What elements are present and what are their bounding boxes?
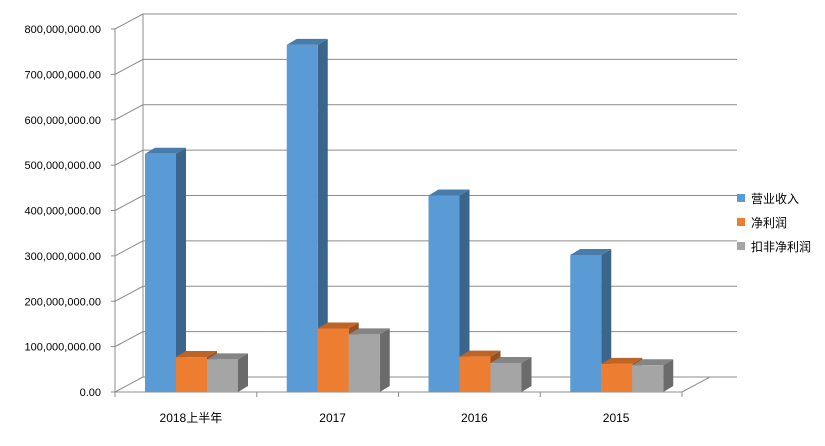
bar	[145, 147, 186, 392]
bar	[348, 328, 390, 392]
gridline-depth	[114, 376, 144, 393]
legend-swatch	[737, 218, 745, 226]
bar-top	[286, 38, 328, 45]
x-tick-label: 2018上半年	[160, 411, 223, 425]
gridline-depth	[114, 240, 144, 257]
legend-swatch	[737, 194, 745, 202]
bar-side	[459, 189, 470, 392]
bar-front	[601, 363, 633, 392]
bar-front	[176, 357, 207, 392]
legend-label: 营业收入	[751, 191, 800, 206]
gridlines	[114, 13, 737, 393]
floor-edge	[681, 376, 711, 393]
bar-side	[379, 328, 390, 392]
legend-item: 营业收入	[737, 186, 811, 210]
legend-label: 净利润	[751, 215, 788, 230]
y-tick-label: 100,000,000.00	[25, 342, 101, 354]
bar-side	[663, 359, 674, 392]
y-tick-label: 800,000,000.00	[25, 24, 101, 36]
legend-item: 扣非净利润	[737, 234, 811, 258]
bar-top	[176, 351, 217, 358]
y-tick-label: 0.00	[80, 387, 101, 399]
x-tick-labels: 2018上半年 2017 2016 2015	[114, 392, 630, 425]
legend-item: 净利润	[737, 210, 811, 234]
bar-side	[238, 353, 248, 392]
legend-swatch	[737, 242, 745, 250]
y-tick-label: 200,000,000.00	[25, 296, 101, 308]
bar-front	[207, 359, 238, 392]
bar-top	[348, 328, 390, 335]
gridline-depth	[114, 331, 144, 348]
bar-top	[601, 357, 643, 364]
y-tick-labels: 0.00 100,000,000.00 200,000,000.00 300,000,…	[25, 24, 115, 399]
bar-top	[632, 359, 674, 366]
gridline-depth	[114, 104, 144, 121]
bar-top	[145, 147, 186, 154]
chart-legend: 营业收入净利润扣非净利润	[737, 186, 811, 258]
gridline-depth	[114, 195, 144, 211]
bar-top	[428, 189, 470, 196]
bar-front	[348, 334, 380, 392]
gridline-depth	[114, 13, 144, 30]
bar-top	[459, 350, 501, 357]
gridline-depth	[114, 149, 144, 166]
y-tick-label: 300,000,000.00	[25, 251, 101, 263]
bars	[145, 38, 674, 392]
bar-top	[317, 322, 359, 329]
y-tick-label: 500,000,000.00	[25, 160, 101, 172]
bar-front	[428, 195, 460, 392]
bar	[428, 189, 470, 392]
legend-label: 扣非净利润	[751, 239, 812, 254]
y-tick-label: 700,000,000.00	[25, 69, 101, 81]
bar-side	[601, 248, 612, 392]
bar	[570, 248, 612, 392]
bar-front	[570, 254, 602, 392]
bar-side	[176, 147, 186, 392]
bar-front	[632, 365, 664, 392]
bar-front	[459, 356, 491, 392]
bar	[207, 353, 248, 392]
x-tick-label: 2017	[319, 411, 346, 425]
x-tick-label: 2015	[603, 411, 630, 425]
x-tick-label: 2016	[461, 411, 488, 425]
gridline-depth	[114, 285, 144, 302]
bar-front	[286, 44, 318, 392]
bar-front	[490, 362, 522, 392]
y-tick-label: 600,000,000.00	[25, 115, 101, 127]
y-tick-label: 400,000,000.00	[25, 206, 101, 218]
bar	[286, 38, 328, 392]
bar-front	[145, 153, 176, 392]
bar-front	[317, 328, 349, 392]
bar	[632, 359, 674, 392]
bar	[490, 356, 532, 392]
bar-side	[317, 38, 328, 392]
bar-side	[521, 356, 532, 392]
bar-top	[570, 248, 612, 255]
bar-top	[490, 356, 532, 363]
bar-top	[207, 353, 248, 360]
gridline-depth	[114, 58, 144, 75]
